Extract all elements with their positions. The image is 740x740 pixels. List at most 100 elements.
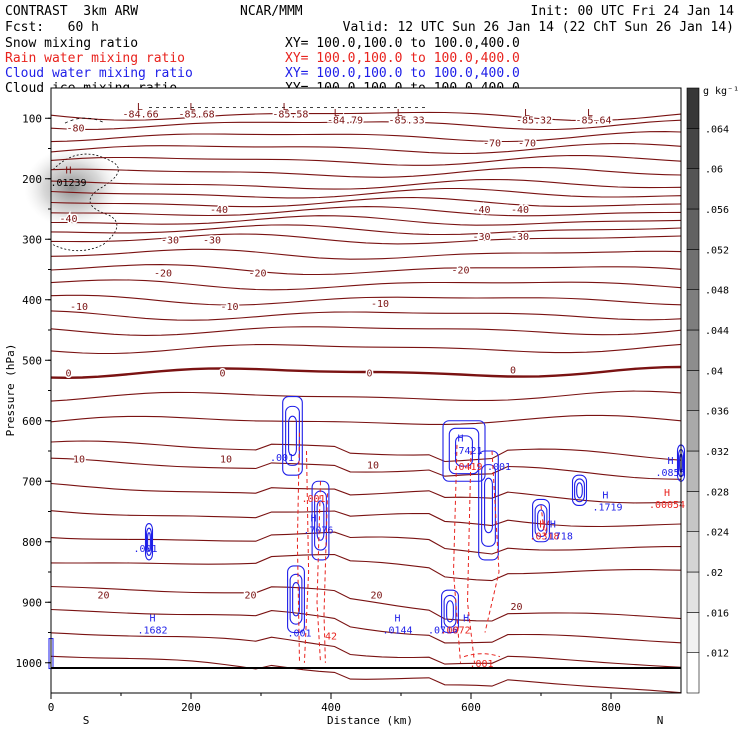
extremum-label: .001 bbox=[469, 659, 493, 670]
y-tick-label-200: 200 bbox=[22, 173, 42, 186]
x-tick-label-600: 600 bbox=[461, 701, 481, 714]
extremum-label: .001 bbox=[487, 462, 511, 473]
y-tick-label-100: 100 bbox=[22, 112, 42, 125]
colorbar-swatch bbox=[686, 491, 700, 532]
cloud-water-contour bbox=[484, 477, 493, 534]
cloud-water-contour bbox=[144, 523, 154, 561]
extremum-label: H bbox=[65, 166, 71, 177]
cloud-water-contour bbox=[147, 532, 151, 552]
extremum-label: L bbox=[189, 102, 195, 113]
isotherm bbox=[50, 248, 682, 260]
isotherm bbox=[50, 390, 682, 402]
extremum-label: .0419 bbox=[452, 462, 482, 473]
header-valid: Valid: 12 UTC Sun 26 Jan 14 (22 ChT Sun … bbox=[343, 20, 734, 35]
temperature-label: 0 bbox=[65, 368, 71, 379]
extremum-label: .001 bbox=[301, 494, 325, 505]
colorbar-tick-label: .048 bbox=[705, 286, 729, 297]
isotherm bbox=[50, 206, 682, 217]
isotherm bbox=[50, 119, 682, 131]
temperature-label: 0 bbox=[219, 368, 225, 379]
isotherm bbox=[50, 365, 682, 380]
isotherm bbox=[50, 111, 682, 122]
field-xy-cloud: XY= 100.0,100.0 to 100.0,400.0 bbox=[285, 66, 520, 81]
cloud-ice-contour bbox=[64, 117, 106, 124]
rain-water-contours bbox=[296, 432, 550, 663]
isotherm bbox=[50, 142, 682, 155]
extremum-label: H bbox=[667, 456, 673, 467]
cloud-water-contour bbox=[316, 500, 325, 541]
isotherm bbox=[50, 196, 682, 208]
y-tick-label-900: 900 bbox=[22, 596, 42, 609]
temperature-label: -80 bbox=[66, 123, 84, 134]
x-axis-start-label: S bbox=[83, 714, 90, 727]
cloud-water-contour bbox=[534, 504, 548, 538]
snow-contour bbox=[52, 153, 119, 252]
isotherm bbox=[50, 343, 682, 355]
isotherm bbox=[50, 310, 682, 321]
temperature-label: -10 bbox=[70, 302, 88, 313]
extremum-label: .0144 bbox=[382, 625, 412, 636]
temperature-label: -40 bbox=[210, 205, 228, 216]
temperature-label: 20 bbox=[370, 590, 382, 601]
field-label-rain: Rain water mixing ratio bbox=[5, 51, 185, 66]
rain-water-contour bbox=[466, 450, 475, 663]
colorbar-swatch bbox=[686, 450, 700, 492]
x-tick-label-0: 0 bbox=[48, 701, 55, 714]
rain-water-contour bbox=[296, 432, 300, 663]
field-label-snow: Snow mixing ratio bbox=[5, 36, 138, 51]
extremum-label: .7421 bbox=[452, 446, 482, 457]
temperature-label: -85.64 bbox=[575, 115, 611, 126]
cloud-water-contour bbox=[292, 582, 300, 617]
extremum-label: .0072 bbox=[441, 625, 471, 636]
colorbar-tick-label: .064 bbox=[705, 124, 729, 135]
extremum-label: H bbox=[149, 613, 155, 624]
temperature-label: -30 bbox=[511, 232, 529, 243]
colorbar-swatch bbox=[686, 168, 700, 210]
extremum-label: L bbox=[282, 102, 288, 113]
y-tick-label-800: 800 bbox=[22, 536, 42, 549]
temperature-label: -84.66 bbox=[123, 109, 159, 120]
isotherm bbox=[50, 224, 682, 236]
temperature-label: -20 bbox=[248, 269, 266, 280]
extremum-label: H bbox=[664, 488, 670, 499]
rain-water-contour bbox=[540, 505, 550, 536]
cloud-water-contour bbox=[576, 482, 583, 499]
cloud-water-contour bbox=[311, 480, 330, 561]
temperature-label: -85.58 bbox=[272, 109, 308, 120]
temperature-label: -40 bbox=[511, 205, 529, 216]
temperature-label: -30 bbox=[472, 232, 490, 243]
colorbar-tick-label: .04 bbox=[705, 366, 723, 377]
extremum-label: .1682 bbox=[137, 625, 167, 636]
extremum-label: L bbox=[137, 102, 143, 113]
plot-area: -80 -84.66 -85.68 -85.58 -84.79 -85.33 -85.32 -… bbox=[24, 87, 686, 694]
isotherm bbox=[50, 187, 682, 199]
rain-water-contour bbox=[463, 653, 501, 658]
y-tick-label-400: 400 bbox=[22, 294, 42, 307]
extremum-label: H bbox=[457, 434, 463, 445]
cloud-water-contour bbox=[574, 478, 585, 503]
isotherm bbox=[50, 279, 682, 291]
temperature-label: -85.33 bbox=[389, 115, 425, 126]
cloud-water-contour bbox=[532, 498, 550, 543]
extremum-label: H bbox=[602, 491, 608, 502]
colorbar-swatch bbox=[686, 612, 700, 653]
colorbar-swatch bbox=[686, 289, 700, 331]
extremum-label: .1718 bbox=[543, 532, 573, 543]
colorbar-tick-label: .012 bbox=[705, 649, 729, 660]
colorbar-swatch bbox=[686, 128, 700, 169]
y-tick-label-600: 600 bbox=[22, 415, 42, 428]
cloud-water-contour bbox=[287, 565, 305, 634]
isotherm bbox=[50, 585, 682, 622]
extremum-label: H bbox=[539, 520, 545, 531]
colorbar-tick-label: .02 bbox=[705, 568, 723, 579]
temperature-label: 20 bbox=[510, 602, 522, 613]
extremum-label: .1719 bbox=[592, 503, 622, 514]
temperature-label: -85.68 bbox=[179, 109, 215, 120]
contour-labels: -80 -84.66 -85.68 -85.58 -84.79 -85.33 -85.32 -… bbox=[50, 102, 685, 670]
colorbar-tick-label: .06 bbox=[705, 165, 723, 176]
colorbar-tick-label: .052 bbox=[705, 245, 729, 256]
temperature-label: 0 bbox=[366, 368, 372, 379]
temperature-label: -70 bbox=[518, 138, 536, 149]
colorbar-swatch bbox=[686, 87, 700, 129]
